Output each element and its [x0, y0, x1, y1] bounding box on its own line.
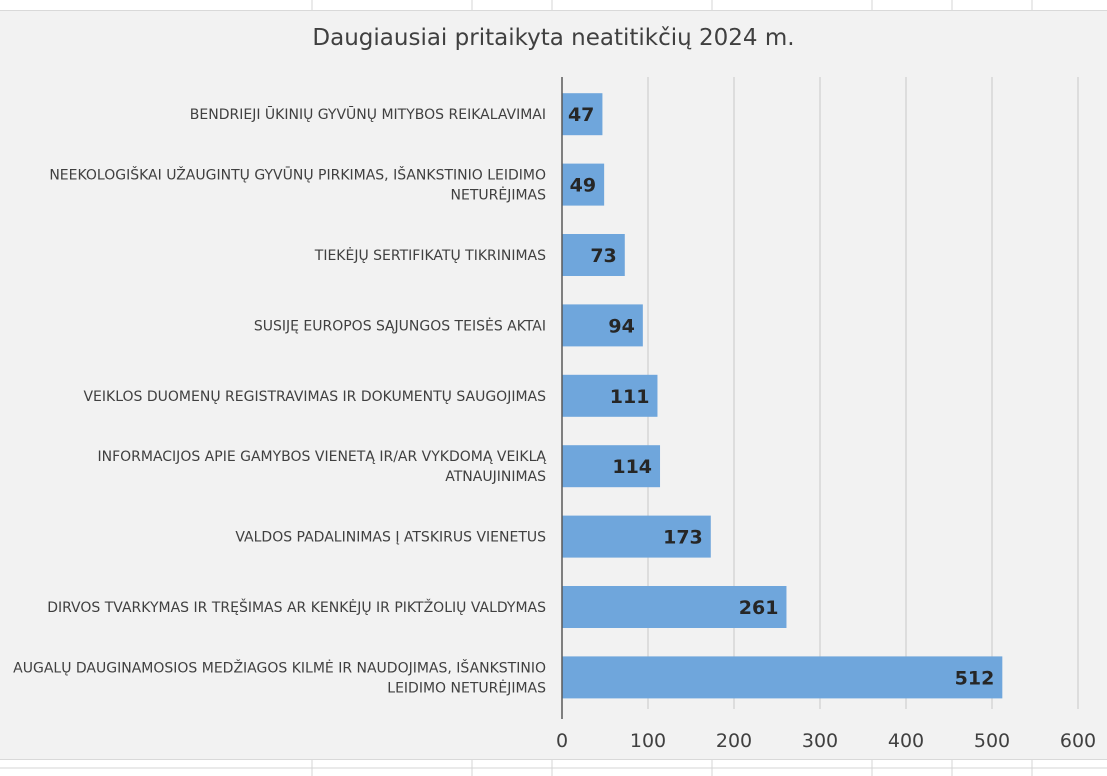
- chart-area: Daugiausiai pritaikyta neatitikčių 2024 …: [0, 10, 1107, 760]
- category-label: NEEKOLOGIŠKAI UŽAUGINTŲ GYVŪNŲ PIRKIMAS,…: [49, 166, 546, 204]
- category-label: VALDOS PADALINIMAS Į ATSKIRUS VIENETUS: [235, 530, 546, 546]
- category-label: SUSIJĘ EUROPOS SĄJUNGOS TEISĖS AKTAI: [254, 316, 546, 334]
- bar: [562, 93, 603, 136]
- bar: [562, 234, 625, 276]
- bar: [562, 586, 787, 628]
- x-tick-label: 300: [802, 730, 838, 752]
- x-tick-label: 100: [630, 730, 666, 752]
- bar: [562, 515, 711, 558]
- category-label: AUGALŲ DAUGINAMOSIOS MEDŽIAGOS KILMĖ IR …: [13, 658, 546, 696]
- x-tick-label: 200: [716, 730, 752, 752]
- category-label: INFORMACIJOS APIE GAMYBOS VIENETĄ IR/AR …: [97, 449, 546, 485]
- x-tick-label: 400: [888, 730, 924, 752]
- category-label: VEIKLOS DUOMENŲ REGISTRAVIMAS IR DOKUMEN…: [83, 389, 546, 405]
- data-label: 47: [568, 104, 594, 126]
- x-tick-label: 0: [556, 730, 568, 752]
- bar-chart-plot: BENDRIEJI ŪKINIŲ GYVŪNŲ MITYBOS REIKALAV…: [13, 77, 1096, 752]
- bar: [562, 656, 1003, 699]
- data-label: 114: [612, 456, 652, 478]
- data-label: 261: [739, 597, 779, 619]
- category-label: TIEKĖJŲ SERTIFIKATŲ TIKRINIMAS: [314, 246, 546, 264]
- data-label: 49: [570, 175, 596, 197]
- bar: [562, 445, 661, 488]
- data-label: 512: [955, 667, 995, 689]
- data-label: 94: [608, 315, 634, 337]
- data-label: 173: [663, 527, 703, 549]
- category-label: DIRVOS TVARKYMAS IR TRĘŠIMAS AR KENKĖJŲ …: [47, 598, 546, 616]
- x-tick-label: 600: [1060, 730, 1096, 752]
- data-label: 73: [590, 245, 616, 267]
- bar: [562, 163, 605, 206]
- category-label: BENDRIEJI ŪKINIŲ GYVŪNŲ MITYBOS REIKALAV…: [190, 106, 546, 123]
- data-label: 111: [610, 386, 650, 408]
- bar: [562, 374, 658, 417]
- bar: [562, 304, 643, 347]
- chart-title: Daugiausiai pritaikyta neatitikčių 2024 …: [312, 25, 795, 51]
- x-tick-label: 500: [974, 730, 1010, 752]
